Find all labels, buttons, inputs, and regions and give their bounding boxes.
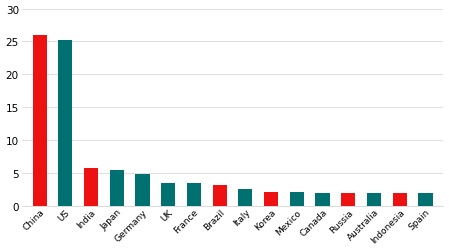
Bar xyxy=(136,174,150,206)
Bar xyxy=(290,192,304,206)
Bar xyxy=(264,192,278,206)
Bar xyxy=(187,184,201,206)
Bar xyxy=(110,170,124,206)
Bar xyxy=(32,36,47,206)
Bar xyxy=(341,193,355,206)
Bar xyxy=(238,190,252,206)
Bar xyxy=(58,41,72,206)
Bar xyxy=(212,186,227,206)
Bar xyxy=(418,194,432,206)
Bar xyxy=(392,194,407,206)
Bar xyxy=(316,193,330,206)
Bar xyxy=(84,168,98,206)
Bar xyxy=(161,183,175,206)
Bar xyxy=(367,194,381,206)
